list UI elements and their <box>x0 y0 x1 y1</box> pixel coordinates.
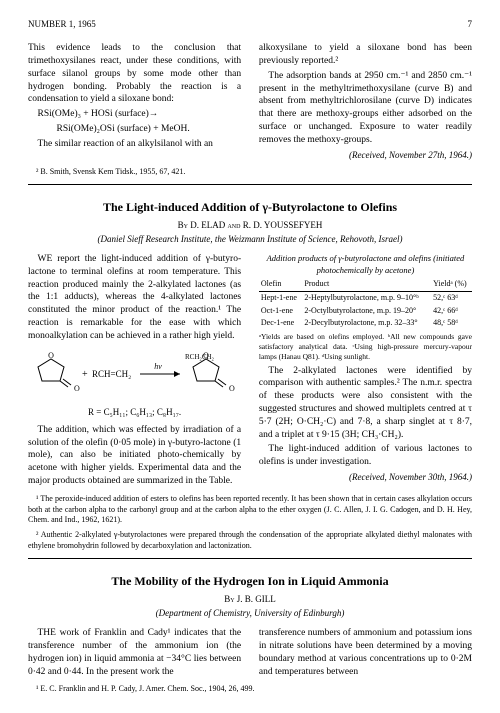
reagent-label: RCH=CH₂ <box>92 369 131 379</box>
section-continuation: This evidence leads to the conclusion th… <box>28 42 472 177</box>
table-footnote: ᵃYields are based on olefins employed. ᵇ… <box>259 332 472 362</box>
divider <box>28 184 472 185</box>
table-cell: 2-Decylbutyrolactone, m.p. 32–33° <box>302 317 431 330</box>
page-header: NUMBER 1, 1965 7 <box>28 18 472 30</box>
table-header-row: Olefin Product Yieldᵃ (%) <box>259 278 472 291</box>
svg-text:O: O <box>229 384 235 393</box>
table-cell: 2-Octylbutyrolactone, m.p. 19–20° <box>302 305 431 318</box>
issue-label: NUMBER 1, 1965 <box>28 18 96 30</box>
equation: RSi(OMe)₃ + HOSi (surface)→ <box>28 108 241 121</box>
body-text: The 2-alkylated lactones were identified… <box>259 365 472 442</box>
footnote: ¹ The peroxide-induced addition of ester… <box>28 494 472 526</box>
col-header: Yieldᵃ (%) <box>431 278 472 291</box>
equation: RSi(OMe)₂OSi (surface) + MeOH. <box>28 123 241 136</box>
reaction-scheme: O O + RCH=CH₂ hv O O <box>28 349 241 418</box>
body-text: transference numbers of ammonium and pot… <box>259 627 472 678</box>
table-row: Hept-1-ene 2-Heptylbutyrolactone, m.p. 9… <box>259 291 472 304</box>
body-text: The adsorption bands at 2950 cm.⁻¹ and 2… <box>259 70 472 147</box>
body-text: The similar reaction of an alkylsilanol … <box>28 138 241 151</box>
page-number: 7 <box>468 18 473 30</box>
table-row: Dec-1-ene 2-Decylbutyrolactone, m.p. 32–… <box>259 317 472 330</box>
col-header: Product <box>302 278 431 291</box>
body-text: THE work of Franklin and Cady¹ indicates… <box>28 627 241 678</box>
affiliation: (Department of Chemistry, University of … <box>28 607 472 619</box>
article-body: WE report the light-induced addition of … <box>28 253 472 552</box>
footnote: ¹ E. C. Franklin and H. P. Cady, J. Amer… <box>28 684 472 695</box>
table-row: Oct-1-ene 2-Octylbutyrolactone, m.p. 19–… <box>259 305 472 318</box>
received-date: (Received, November 30th, 1964.) <box>259 471 472 483</box>
author-line: By D. ELAD and R. D. YOUSSEFYEH <box>28 219 472 231</box>
article-body: THE work of Franklin and Cady¹ indicates… <box>28 627 472 695</box>
r-definition: R = C₅H₁₁; C₆H₁₃; C₈H₁₇. <box>28 406 241 418</box>
table-cell: Oct-1-ene <box>259 305 303 318</box>
divider <box>28 558 472 559</box>
table-cell: Hept-1-ene <box>259 291 303 304</box>
condition-label: hv <box>154 362 162 371</box>
body-text: alkoxysilane to yield a siloxane bond ha… <box>259 42 472 68</box>
body-text: The light-induced addition of various la… <box>259 443 472 469</box>
col-header: Olefin <box>259 278 303 291</box>
table-cell: 42,ᶜ 66ᵈ <box>431 305 472 318</box>
table-caption: Addition products of γ-butyrolactone and… <box>259 253 472 276</box>
svg-text:O: O <box>48 351 54 360</box>
table-cell: 48,ᶜ 58ᵈ <box>431 317 472 330</box>
svg-text:+: + <box>82 369 88 380</box>
body-text: The addition, which was effected by irra… <box>28 424 241 488</box>
table-cell: 52,ᶜ 63ᵈ <box>431 291 472 304</box>
data-table: Olefin Product Yieldᵃ (%) Hept-1-ene 2-H… <box>259 278 472 330</box>
product-label: RCH₂CH₂ <box>185 353 215 361</box>
author-line: By J. B. GILL <box>28 593 472 605</box>
table-cell: 2-Heptylbutyrolactone, m.p. 9–10°ᵇ <box>302 291 431 304</box>
footnote: ² B. Smith, Svensk Kem Tidsk., 1955, 67,… <box>28 167 472 178</box>
body-text: This evidence leads to the conclusion th… <box>28 42 241 106</box>
article-title: The Light-induced Addition of γ-Butyrola… <box>28 199 472 215</box>
article-title: The Mobility of the Hydrogen Ion in Liqu… <box>28 573 472 589</box>
body-text: WE report the light-induced addition of … <box>28 253 241 343</box>
svg-text:O: O <box>74 384 80 393</box>
affiliation: (Daniel Sieff Research Institute, the We… <box>28 233 472 245</box>
received-date: (Received, November 27th, 1964.) <box>259 149 472 161</box>
footnote: ² Authentic 2-alkylated γ-butyrolactones… <box>28 530 472 552</box>
table-cell: Dec-1-ene <box>259 317 303 330</box>
